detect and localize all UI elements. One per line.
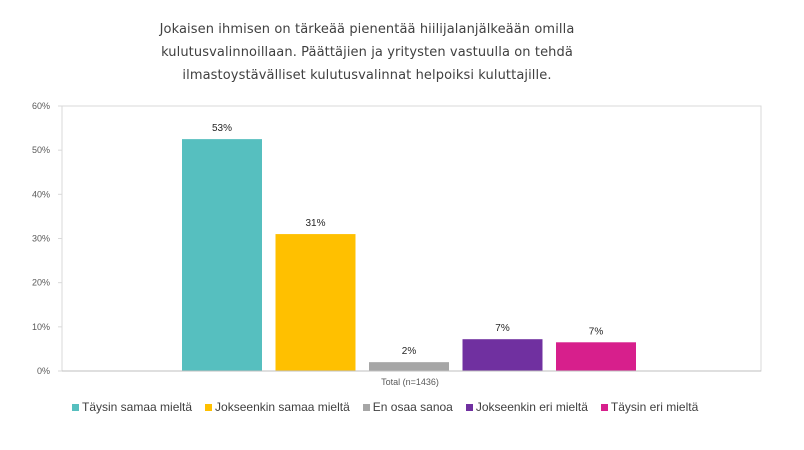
legend-label: En osaa sanoa [372, 400, 453, 414]
legend-swatch [362, 403, 370, 411]
legend-item: Jokseenkin samaa mieltä [205, 400, 350, 414]
legend-item: Täysin samaa mieltä [72, 400, 192, 414]
legend-item: Täysin eri mieltä [600, 400, 699, 414]
data-labels: 53% 31% 2% 7% 7% [212, 123, 603, 357]
chart-title-line-2: kulutusvalinnoillaan. Päättäjien ja yrit… [161, 45, 573, 60]
legend: Täysin samaa mieltä Jokseenkin samaa miel… [72, 400, 711, 414]
bar [462, 339, 543, 371]
bar [182, 139, 262, 371]
legend-swatch [205, 403, 213, 411]
y-tick-label: 60% [32, 101, 50, 111]
legend-item: En osaa sanoa [362, 400, 453, 414]
legend-item: Jokseenkin eri mieltä [465, 400, 588, 414]
chart-title: Jokaisen ihmisen on tärkeää pienentää hi… [0, 18, 734, 87]
legend-swatch [465, 403, 473, 411]
chart-title-line-1: Jokaisen ihmisen on tärkeää pienentää hi… [159, 22, 575, 37]
x-axis: Total (n=1436) [62, 370, 761, 387]
data-label: 53% [212, 123, 232, 134]
legend-label: Jokseenkin eri mieltä [475, 400, 588, 414]
y-tick-label: 40% [32, 189, 50, 199]
bar-series-group [182, 139, 636, 371]
bar [556, 342, 636, 371]
y-tick-label: 30% [32, 234, 50, 244]
plot-border [61, 105, 762, 372]
data-label: 7% [495, 323, 510, 334]
bar [275, 234, 356, 371]
x-category-label: Total (n=1436) [381, 377, 439, 387]
legend-swatch [600, 403, 608, 411]
y-tick-label: 0% [37, 366, 50, 376]
chart-title-line-3: ilmastoystävälliset kulutusvalinnat help… [182, 68, 552, 83]
data-label: 7% [589, 326, 604, 337]
y-axis: 0% 10% 20% 30% 40% 50% 60% [32, 101, 63, 376]
y-tick-label: 10% [32, 322, 50, 332]
y-tick-label: 50% [32, 145, 50, 155]
y-tick-label: 20% [32, 278, 50, 288]
legend-label: Jokseenkin samaa mieltä [215, 400, 350, 414]
data-label: 2% [402, 346, 417, 357]
legend-label: Täysin eri mieltä [610, 400, 699, 414]
bar [369, 362, 449, 371]
legend-label: Täysin samaa mieltä [82, 400, 193, 414]
data-label: 31% [305, 218, 325, 229]
plot-area [61, 105, 762, 372]
legend-swatch [72, 403, 79, 411]
